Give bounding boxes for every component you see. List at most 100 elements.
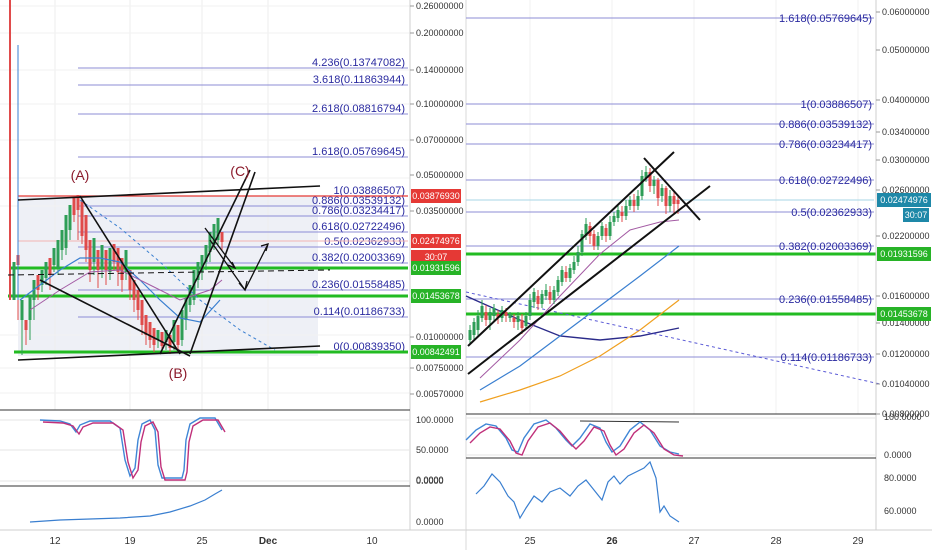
candle-body bbox=[140, 300, 144, 325]
candle-body bbox=[168, 335, 172, 348]
candle-body bbox=[640, 176, 644, 196]
candle-body bbox=[176, 325, 180, 345]
candle-body bbox=[112, 244, 116, 262]
candle-body bbox=[504, 312, 508, 316]
candle-body bbox=[36, 275, 40, 290]
ind-tick-label: 100.0000 bbox=[884, 412, 922, 422]
candle-body bbox=[204, 245, 208, 262]
trend-dashed bbox=[465, 291, 881, 385]
candle-body bbox=[556, 280, 560, 292]
ma-line bbox=[479, 219, 680, 379]
x-tick-label: 26 bbox=[606, 536, 618, 547]
candle-body bbox=[512, 318, 516, 322]
candle-body bbox=[516, 316, 520, 322]
y-tick-label: 0.01000000 bbox=[416, 332, 464, 342]
candle-body bbox=[216, 218, 220, 240]
right-chart-panel[interactable]: 1.618(0.05769645) 1(0.03886507) 0.886(0.03… bbox=[465, 0, 932, 547]
candle-body bbox=[644, 172, 648, 178]
y-tick-label: 0.01600000 bbox=[882, 291, 930, 301]
ind-tick-label: 0.0000 bbox=[416, 517, 444, 527]
ma-line bbox=[479, 299, 680, 403]
price-tag-bg bbox=[877, 193, 931, 207]
candle-body bbox=[612, 216, 616, 222]
ind-tick-label: 60.0000 bbox=[884, 506, 917, 516]
price-tag: 0.02474976 bbox=[412, 236, 460, 246]
x-tick-label: Dec bbox=[259, 536, 278, 547]
candle-body bbox=[628, 200, 632, 206]
indicator-line bbox=[29, 489, 223, 523]
candle-body bbox=[600, 226, 604, 236]
candle-body bbox=[476, 316, 480, 330]
stoch-d-line bbox=[42, 419, 226, 481]
arrow-head bbox=[238, 280, 248, 292]
ma-line bbox=[479, 245, 680, 391]
left-x-axis: 12 19 25 Dec 10 bbox=[0, 529, 466, 547]
candle-body bbox=[96, 250, 100, 270]
x-tick-label: 19 bbox=[124, 536, 136, 547]
fib-label: 0.786(0.03234417) bbox=[779, 139, 872, 151]
ind-tick-label: 100.0000 bbox=[416, 415, 454, 425]
left-stochastic-pane: 100.0000 50.0000 0.0000 bbox=[0, 415, 454, 485]
fib-label: 3.618(0.11863944) bbox=[313, 74, 405, 86]
trendline bbox=[17, 345, 321, 361]
candle-body bbox=[648, 172, 652, 186]
y-tick-label: 0.03400000 bbox=[882, 127, 930, 137]
candle-body bbox=[84, 215, 88, 250]
candle-body bbox=[620, 212, 624, 216]
candle-body bbox=[220, 232, 224, 242]
trendline bbox=[467, 151, 675, 347]
candle-body bbox=[56, 240, 60, 268]
candle-body bbox=[520, 320, 524, 328]
candle-body bbox=[524, 316, 528, 326]
trendline bbox=[189, 171, 256, 355]
ind-tick-label: 0.0000 bbox=[416, 476, 444, 486]
candle-body bbox=[616, 210, 620, 218]
left-range-shade bbox=[18, 196, 318, 356]
candle-body bbox=[92, 238, 96, 262]
candle-body bbox=[24, 320, 28, 330]
candle-body bbox=[68, 205, 72, 230]
fib-label: 1(0.03886507) bbox=[800, 99, 872, 111]
candle-body bbox=[540, 294, 544, 304]
fib-label: 0.886(0.03539132) bbox=[312, 195, 405, 207]
candle-body bbox=[636, 196, 640, 206]
candle-body bbox=[156, 330, 160, 340]
trendline bbox=[159, 169, 251, 355]
candle-body bbox=[552, 290, 556, 300]
price-tag: 0.01931596 bbox=[880, 249, 928, 259]
fib-label: 0(0.00839350) bbox=[333, 341, 405, 353]
candle-body bbox=[148, 322, 152, 340]
candle-body bbox=[632, 200, 636, 206]
price-tag: 0.01453678 bbox=[412, 291, 460, 301]
candle-body bbox=[28, 295, 32, 320]
candle-body bbox=[672, 196, 676, 204]
candle-body bbox=[584, 224, 588, 236]
ind-level-line bbox=[579, 420, 680, 423]
x-tick-label: 25 bbox=[524, 536, 536, 547]
ind-tick-label: 80.0000 bbox=[884, 473, 917, 483]
candle-body bbox=[40, 270, 44, 285]
candle-body bbox=[44, 262, 48, 278]
left-indicator2-pane: 0.0000 0.0000 bbox=[29, 476, 444, 527]
left-moving-averages bbox=[19, 199, 276, 351]
wave-label: (C) bbox=[230, 163, 249, 179]
candle-body bbox=[144, 315, 148, 335]
price-tag: 30:07 bbox=[905, 210, 928, 220]
candle-body bbox=[572, 262, 576, 270]
left-chart-panel[interactable]: 4.236(0.13747082) 3.618(0.11863944) 2.618(… bbox=[0, 0, 466, 547]
candle-body bbox=[20, 300, 24, 320]
candle-body bbox=[64, 215, 68, 248]
price-tag-bg bbox=[411, 250, 461, 264]
price-tag-bg bbox=[411, 345, 461, 359]
left-trendlines bbox=[7, 169, 331, 361]
y-tick-label: 0.05000000 bbox=[416, 170, 464, 180]
fib-label: 0.236(0.01558485) bbox=[779, 294, 872, 306]
y-tick-label: 0.05000000 bbox=[882, 45, 930, 55]
ind-tick-label: 50.0000 bbox=[416, 445, 449, 455]
candle-body bbox=[592, 234, 596, 246]
fib-label: 0.382(0.02003369) bbox=[312, 252, 405, 264]
price-tag-bg bbox=[903, 208, 929, 222]
y-tick-label: 0.04000000 bbox=[882, 95, 930, 105]
ma-line bbox=[29, 269, 223, 311]
